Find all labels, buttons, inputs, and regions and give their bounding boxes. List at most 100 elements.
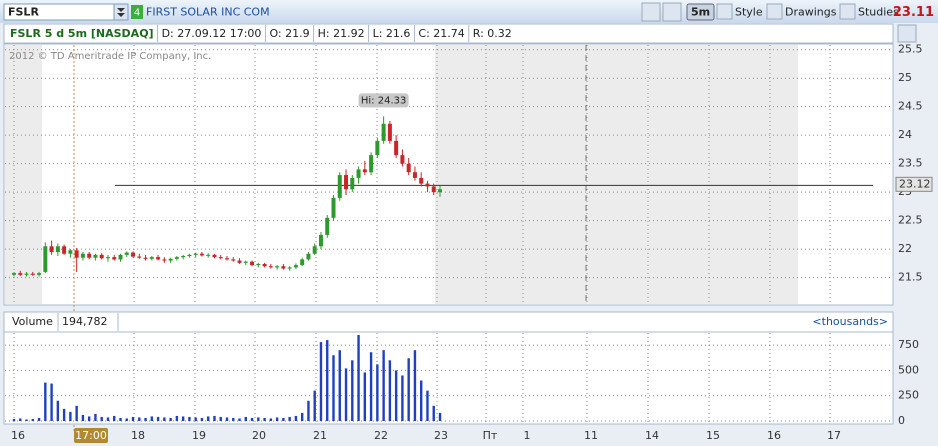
candle-body (344, 175, 349, 190)
candle-body (337, 175, 342, 198)
volume-bar (232, 417, 235, 421)
volume-bar (163, 417, 166, 421)
candle-body (18, 273, 23, 275)
candle-body (300, 259, 305, 266)
candle-body (149, 257, 154, 259)
tool-icon[interactable] (641, 2, 661, 22)
volume-bar (25, 419, 28, 421)
volume-bar (106, 417, 110, 421)
volume-bar (194, 417, 197, 421)
candle-body (375, 140, 380, 156)
candle-body (394, 140, 399, 156)
volume-bar (138, 417, 141, 421)
volume-bar (263, 417, 266, 421)
candle-body (99, 254, 104, 259)
volume-bar (238, 418, 241, 421)
header-field: O: 21.9 (269, 27, 309, 40)
candle-body (225, 258, 229, 260)
badge: 4 (134, 8, 140, 19)
volume-bar (225, 417, 229, 421)
y-tick-label: 0 (898, 414, 905, 427)
volume-bar (313, 390, 316, 421)
volume-bar (94, 413, 97, 421)
volume-bar (351, 360, 354, 421)
x-label: 16 (11, 429, 25, 442)
y-tick-label: 24 (898, 128, 912, 141)
symbol: FSLR (8, 6, 39, 19)
toolbar-button-icon[interactable] (839, 3, 856, 20)
volume-bar (332, 355, 335, 421)
candle-body (400, 155, 405, 164)
candle-body (174, 257, 179, 259)
volume-bar (338, 350, 341, 421)
volume-bar (113, 415, 116, 421)
candle-body (412, 172, 417, 178)
chart-title: FSLR 5 d 5m [NASDAQ] (10, 27, 154, 40)
candle-body (206, 254, 211, 256)
toolbar-button-label[interactable]: Studies (858, 6, 899, 19)
candle-body (406, 163, 411, 173)
x-label: 17 (827, 429, 841, 442)
last-price: 23.11 (893, 5, 934, 20)
volume-bar (200, 417, 204, 421)
x-label: 14 (645, 429, 659, 442)
volume-current: 194,782 (62, 315, 108, 328)
candle-body (387, 123, 392, 141)
candle-body (24, 273, 29, 275)
volume-bar (369, 352, 373, 421)
candle-body (419, 177, 424, 184)
candle-body (356, 169, 361, 178)
candle-body (193, 253, 198, 255)
candle-body (312, 246, 317, 254)
volume-bar (357, 335, 360, 421)
volume-bar (407, 358, 410, 421)
toolbar-button-icon[interactable] (716, 3, 733, 20)
volume-bar (213, 415, 216, 421)
candle-body (275, 266, 280, 268)
volume-bar (144, 417, 147, 421)
y-tick-label: 25.5 (898, 43, 923, 56)
candle-body (131, 252, 136, 257)
candle-body (105, 257, 110, 259)
chart-header (3, 23, 894, 44)
timeframe: 5m (691, 6, 710, 19)
toolbar-button-label[interactable]: Style (735, 6, 763, 19)
x-label: 11 (584, 429, 598, 442)
candle-body (93, 254, 98, 258)
volume-bar (269, 418, 273, 421)
volume-bar (294, 415, 298, 421)
x-label: 21 (313, 429, 327, 442)
volume-bar (307, 400, 310, 421)
candle-body (218, 257, 223, 259)
header-field: H: 21.92 (318, 27, 365, 40)
y-tick-label: 21.5 (898, 271, 923, 284)
copyright: 2012 © TD Ameritrade IP Company, Inc. (9, 51, 211, 62)
volume-bar (257, 417, 260, 421)
settings-icon[interactable] (897, 24, 917, 43)
volume-bar (244, 416, 247, 421)
candle-body (43, 246, 48, 272)
volume-bar (44, 382, 47, 421)
toolbar-button-label[interactable]: Drawings (785, 6, 837, 19)
toolbar-button-icon[interactable] (766, 3, 783, 20)
candle-body (438, 189, 442, 193)
volume-bar (175, 415, 179, 421)
candle-body (318, 234, 323, 247)
candle-body (87, 253, 92, 258)
candle-body (156, 257, 161, 260)
volume-bar (37, 417, 41, 421)
y-tick-label: 23.5 (898, 157, 923, 170)
candle-body (306, 253, 311, 260)
tool-icon[interactable] (662, 2, 682, 22)
y-tick-label: 25 (898, 71, 912, 84)
candle-body (187, 254, 192, 256)
timeframe-button[interactable] (686, 3, 715, 21)
volume-bar (250, 417, 254, 421)
x-label: 19 (192, 429, 206, 442)
candle-body (350, 177, 355, 190)
volume-bar (188, 416, 191, 421)
volume-bar (207, 416, 210, 421)
candle-body (325, 217, 330, 235)
volume-bar (56, 400, 60, 421)
volume-bar (156, 416, 160, 421)
